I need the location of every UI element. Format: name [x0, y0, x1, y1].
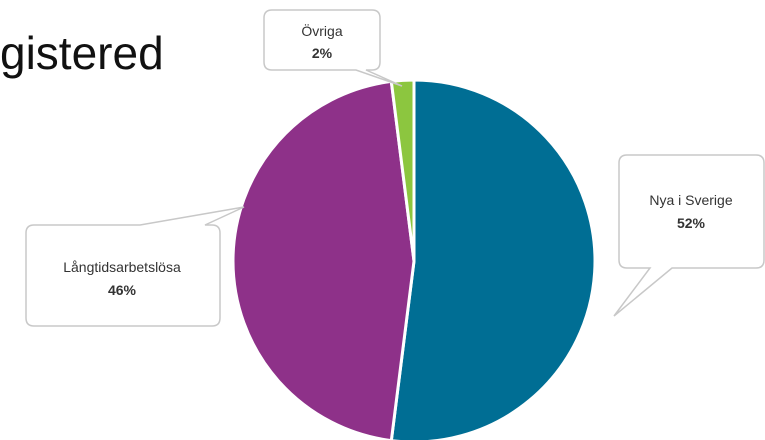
- slide-heading: gistered: [0, 27, 164, 79]
- callout-box-ovriga: [263, 9, 403, 87]
- callout-box-langtidsarbetslosa: [25, 206, 245, 327]
- pie-slice: [389, 78, 597, 440]
- callout-box-nya-i-sverige: [613, 154, 765, 317]
- pie-slices: [231, 78, 597, 440]
- slice-value-label: 46%: [108, 282, 137, 298]
- callout-langtidsarbetslosa: Långtidsarbetslösa 46%: [25, 206, 245, 327]
- slice-label: Långtidsarbetslösa: [63, 259, 181, 275]
- pie-slice: [231, 79, 416, 440]
- slice-value-label: 2%: [312, 45, 333, 61]
- slice-label: Nya i Sverige: [649, 192, 732, 208]
- slice-label: Övriga: [301, 22, 342, 39]
- callout-nya-i-sverige: Nya i Sverige 52%: [613, 154, 765, 317]
- callout-ovriga: Övriga 2%: [263, 9, 403, 87]
- slice-value-label: 52%: [677, 215, 706, 231]
